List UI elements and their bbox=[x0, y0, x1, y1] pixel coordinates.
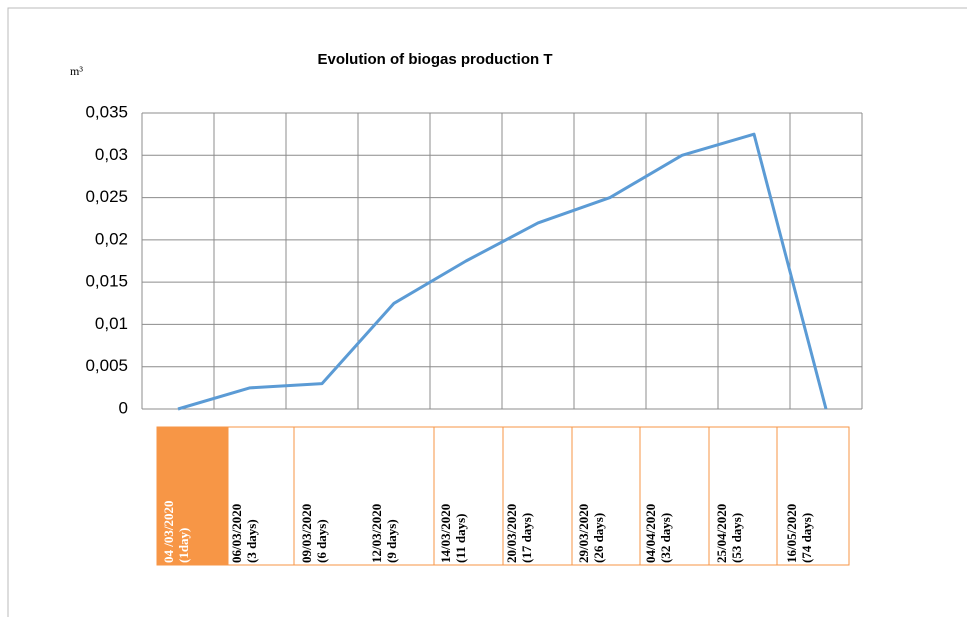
x-tick-label: (6 days) bbox=[314, 519, 329, 563]
x-tick-label: 12/03/2020 bbox=[369, 504, 384, 563]
x-tick-label: (3 days) bbox=[244, 519, 259, 563]
x-tick-label: 06/03/2020 bbox=[229, 504, 244, 563]
x-tick-label: 29/03/2020 bbox=[576, 504, 591, 563]
frame bbox=[7, 7, 967, 617]
chart-title: Evolution of biogas production T bbox=[318, 51, 553, 68]
x-tick-label: (9 days) bbox=[384, 519, 399, 563]
y-tick-label: 0,01 bbox=[95, 314, 128, 333]
x-tick-label: (53 days) bbox=[729, 513, 744, 563]
x-tick-label: 04/04/2020 bbox=[643, 504, 658, 563]
y-tick-label: 0,015 bbox=[85, 272, 128, 291]
y-axis-label: m³ bbox=[70, 64, 83, 78]
x-tick-label: (74 days) bbox=[799, 513, 814, 563]
x-tick-label: (1day) bbox=[176, 528, 191, 563]
y-tick-label: 0,025 bbox=[85, 187, 128, 206]
x-tick-label: (11 days) bbox=[453, 514, 468, 563]
y-tick-label: 0 bbox=[119, 398, 128, 417]
label-cells bbox=[227, 427, 778, 565]
x-tick-label: 14/03/2020 bbox=[438, 504, 453, 563]
x-tick-label: 20/03/2020 bbox=[504, 504, 519, 563]
y-tick-label: 0,005 bbox=[85, 356, 128, 375]
x-tick-label: 25/04/2020 bbox=[714, 504, 729, 563]
x-tick-label: 16/05/2020 bbox=[784, 504, 799, 563]
x-tick-label: (26 days) bbox=[591, 513, 606, 563]
x-tick-label: (32 days) bbox=[658, 513, 673, 563]
y-tick-label: 0,035 bbox=[85, 102, 128, 121]
y-tick-label: 0,02 bbox=[95, 229, 128, 248]
line bbox=[177, 132, 828, 411]
x-tick-label: 04 /03/2020 bbox=[161, 501, 176, 563]
x-tick-label: (17 days) bbox=[519, 513, 534, 563]
y-tick-label: 0,03 bbox=[95, 145, 128, 164]
highlight-cell bbox=[157, 427, 228, 565]
x-tick-label: 09/03/2020 bbox=[299, 504, 314, 563]
